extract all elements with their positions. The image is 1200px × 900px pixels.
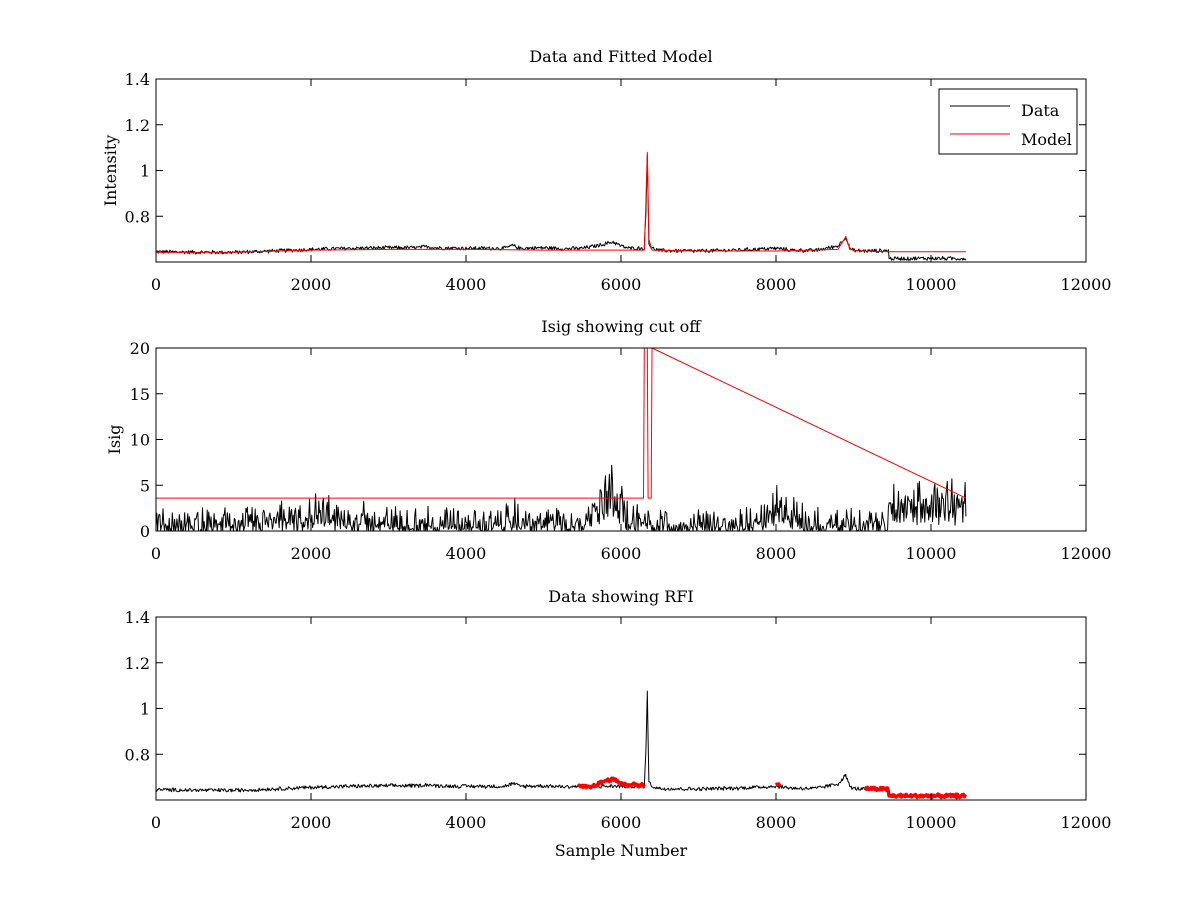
x-tick-label: 0 [151, 813, 161, 832]
x-tick-label: 2000 [291, 544, 332, 563]
x-tick-label: 8000 [756, 544, 797, 563]
x-tick-label: 8000 [756, 275, 797, 294]
y-axis-label: Intensity [101, 135, 120, 207]
y-tick-label: 5 [140, 476, 150, 495]
x-tick-label: 6000 [601, 544, 642, 563]
y-tick-label: 20 [130, 339, 150, 358]
y-tick-label: 1 [140, 700, 150, 719]
series-line-1 [155, 151, 966, 253]
x-tick-label: 0 [151, 275, 161, 294]
chart-title: Isig showing cut off [541, 317, 702, 336]
x-axis-label: Sample Number [555, 841, 688, 860]
x-tick-label: 10000 [906, 275, 957, 294]
y-tick-label: 1.4 [125, 70, 150, 89]
y-tick-label: 15 [130, 385, 150, 404]
series-line-2 [774, 782, 782, 787]
chart-title: Data showing RFI [548, 587, 693, 606]
x-tick-label: 4000 [446, 813, 487, 832]
x-tick-label: 10000 [906, 544, 957, 563]
y-tick-label: 0.8 [125, 745, 150, 764]
x-tick-label: 6000 [601, 813, 642, 832]
y-axis-label: Isig [105, 425, 124, 455]
series-line-1 [156, 347, 967, 499]
y-tick-label: 1.4 [125, 608, 150, 627]
plot-area [155, 690, 968, 800]
legend-label-model: Model [1021, 130, 1072, 149]
legend-label-data: Data [1021, 101, 1060, 120]
plot-area [155, 347, 967, 532]
x-tick-label: 0 [151, 544, 161, 563]
series-line-3 [863, 785, 968, 800]
x-tick-label: 12000 [1061, 275, 1112, 294]
series-line-0 [155, 464, 967, 532]
x-tick-label: 8000 [756, 813, 797, 832]
series-line-0 [155, 690, 866, 793]
axis-ticks: 0 2000 4000 6000 8000 10000 12000 0 5 10 15 20 [130, 339, 1112, 563]
y-tick-label: 10 [130, 431, 150, 450]
subplot-isig-showing-cut-off: Isig showing cut off Isig 0 2000 4000 6000 8… [105, 317, 1111, 563]
x-tick-label: 6000 [601, 275, 642, 294]
x-tick-label: 10000 [906, 813, 957, 832]
y-tick-label: 0.8 [125, 207, 150, 226]
x-tick-label: 4000 [446, 544, 487, 563]
legend-box [938, 88, 1078, 155]
y-tick-label: 1 [140, 162, 150, 181]
y-tick-label: 0 [140, 522, 150, 541]
y-tick-label: 1.2 [125, 654, 150, 673]
legend: Data Model [938, 88, 1078, 155]
y-tick-label: 1.2 [125, 116, 150, 135]
x-tick-label: 12000 [1061, 813, 1112, 832]
subplot-data-and-fitted-model: Data and Fitted Model Intensity 0 2000 400… [101, 47, 1111, 294]
axis-ticks: 0 2000 4000 6000 8000 10000 12000 0.8 1 1.2 1.4 [125, 70, 1112, 294]
plot-area [155, 151, 967, 261]
x-tick-label: 2000 [291, 813, 332, 832]
axis-ticks: 0 2000 4000 6000 8000 10000 12000 0.8 1 1.2 1.4 [125, 608, 1112, 832]
chart-title: Data and Fitted Model [529, 47, 712, 66]
x-tick-label: 12000 [1061, 544, 1112, 563]
x-tick-label: 4000 [446, 275, 487, 294]
subplot-data-showing-rfi: Data showing RFI Sample Number 0 2000 4000… [125, 587, 1112, 860]
series-line-1 [576, 776, 646, 790]
x-tick-label: 2000 [291, 275, 332, 294]
